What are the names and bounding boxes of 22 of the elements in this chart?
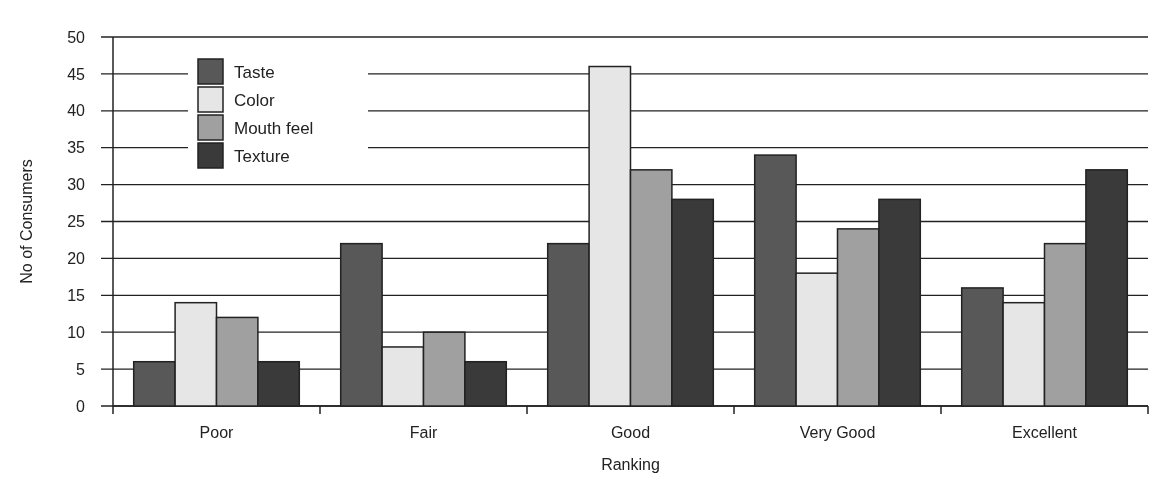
x-tick-label: Poor bbox=[199, 424, 235, 441]
y-tick-label: 5 bbox=[76, 360, 86, 378]
y-tick-label: 40 bbox=[67, 102, 86, 120]
y-tick-label: 45 bbox=[67, 65, 86, 83]
y-axis-title: No of Consumers bbox=[18, 159, 35, 284]
legend-label: Mouth feel bbox=[234, 118, 314, 138]
y-tick-label: 50 bbox=[67, 28, 86, 46]
legend-label: Taste bbox=[234, 62, 275, 82]
x-tick-label: Very Good bbox=[799, 424, 876, 441]
x-tick-label: Good bbox=[610, 424, 651, 441]
legend-label: Color bbox=[234, 90, 275, 110]
y-tick-label: 10 bbox=[67, 323, 86, 341]
x-tick-label: Fair bbox=[409, 424, 438, 441]
x-axis-title: Ranking bbox=[601, 456, 660, 473]
legend-label: Texture bbox=[234, 146, 290, 166]
y-tick-label: 30 bbox=[67, 176, 86, 194]
y-tick-label: 0 bbox=[76, 397, 86, 415]
y-tick-label: 35 bbox=[67, 139, 86, 157]
x-tick-label: Excellent bbox=[1012, 424, 1078, 441]
y-tick-label: 20 bbox=[67, 250, 86, 267]
y-tick-label: 25 bbox=[67, 213, 86, 231]
y-tick-label: 15 bbox=[67, 286, 86, 304]
